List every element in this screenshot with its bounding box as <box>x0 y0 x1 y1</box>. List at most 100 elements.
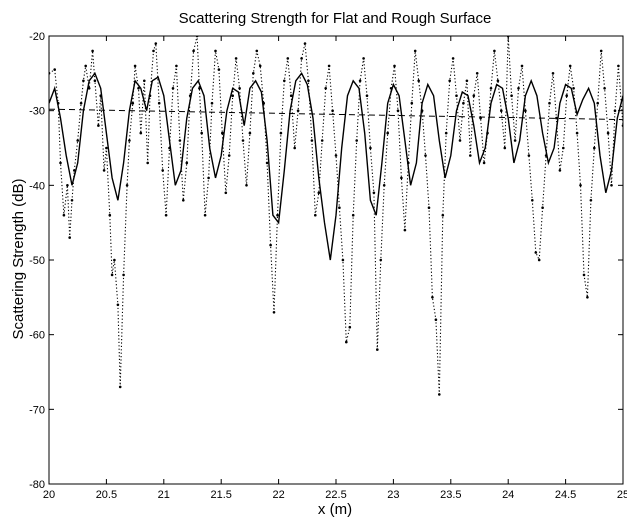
data-point <box>458 139 462 142</box>
y-tick-label: -70 <box>29 404 45 416</box>
data-point <box>613 109 617 112</box>
data-point <box>207 176 210 180</box>
x-tick-label: 25 <box>617 489 627 501</box>
data-point <box>565 94 568 97</box>
x-tick-label: 24 <box>502 489 514 501</box>
data-point <box>338 206 341 209</box>
data-point <box>210 101 214 105</box>
data-point <box>599 49 603 53</box>
data-point <box>589 199 593 202</box>
data-point <box>139 131 143 135</box>
data-point <box>245 184 248 187</box>
data-point <box>217 68 221 71</box>
data-point <box>265 161 269 165</box>
data-point <box>568 64 572 68</box>
data-point <box>355 139 359 142</box>
data-point <box>146 161 149 165</box>
data-point <box>555 116 558 120</box>
data-point <box>66 184 69 187</box>
x-tick-label: 20 <box>43 489 55 501</box>
y-tick-label: -30 <box>29 106 45 118</box>
data-point <box>113 258 116 262</box>
data-point <box>269 243 272 247</box>
data-point <box>475 72 479 75</box>
data-point <box>314 213 317 217</box>
data-point <box>286 57 290 60</box>
data-point <box>537 258 541 262</box>
data-point <box>307 79 310 83</box>
data-point <box>93 79 97 83</box>
data-point <box>434 318 438 322</box>
data-point <box>303 42 307 45</box>
data-point <box>182 199 185 202</box>
x-tick-label: 22 <box>272 489 284 501</box>
data-point <box>472 94 476 97</box>
data-point <box>296 109 300 112</box>
data-point <box>310 139 314 142</box>
data-point <box>76 139 79 142</box>
data-point <box>300 57 303 60</box>
x-tick-label: 24.5 <box>555 489 576 501</box>
data-point <box>97 124 100 127</box>
data-point <box>53 68 56 71</box>
data-point <box>400 176 403 180</box>
data-point <box>489 87 493 90</box>
data-point <box>79 101 83 105</box>
data-point <box>102 169 106 172</box>
data-point <box>110 273 114 277</box>
data-point <box>154 42 158 45</box>
data-point <box>62 213 66 217</box>
data-point <box>610 184 613 187</box>
y-tick-label: -20 <box>29 31 45 43</box>
data-point <box>417 79 421 83</box>
data-point <box>49 72 51 75</box>
data-point <box>324 87 328 90</box>
x-tick-label: 21 <box>158 489 170 501</box>
data-point <box>606 131 610 135</box>
data-point <box>334 154 338 157</box>
data-point <box>125 184 129 187</box>
data-point <box>248 131 252 135</box>
data-point <box>171 87 175 90</box>
data-point <box>238 87 241 90</box>
data-point <box>192 49 195 53</box>
y-tick-label: -60 <box>29 330 45 342</box>
data-point <box>455 94 458 97</box>
data-point <box>108 213 112 217</box>
data-point <box>317 191 321 195</box>
data-point <box>345 340 348 344</box>
series-line-solid <box>49 71 623 261</box>
data-point <box>143 79 146 83</box>
data-point <box>382 184 386 187</box>
data-point <box>255 49 259 53</box>
data-point <box>203 213 207 217</box>
x-tick-label: 23 <box>387 489 399 501</box>
data-point <box>579 184 582 187</box>
chart-title: Scattering Strength for Flat and Rough S… <box>179 10 492 27</box>
data-point <box>351 213 355 217</box>
data-point <box>59 161 62 165</box>
data-point <box>572 87 575 90</box>
data-point <box>386 131 390 135</box>
data-point <box>131 101 135 105</box>
data-point <box>603 87 606 90</box>
data-point <box>482 161 486 165</box>
data-point <box>84 64 87 68</box>
data-point <box>596 101 599 105</box>
data-point <box>289 94 293 97</box>
data-point <box>148 94 152 97</box>
data-point <box>424 154 427 157</box>
data-point <box>178 139 182 142</box>
data-point <box>200 131 203 135</box>
data-point <box>122 273 125 277</box>
plot-area: 20 20.5 21 21.5 22 22.5 23 23.5 24 24.5 25 -80 -70 -6… <box>29 31 627 501</box>
data-point <box>369 146 372 150</box>
data-point <box>56 101 60 105</box>
data-point <box>252 72 255 75</box>
data-point <box>393 64 396 68</box>
data-point <box>558 169 562 172</box>
data-point <box>362 57 365 60</box>
x-tick-label: 22.5 <box>325 489 346 501</box>
data-point <box>116 303 120 307</box>
